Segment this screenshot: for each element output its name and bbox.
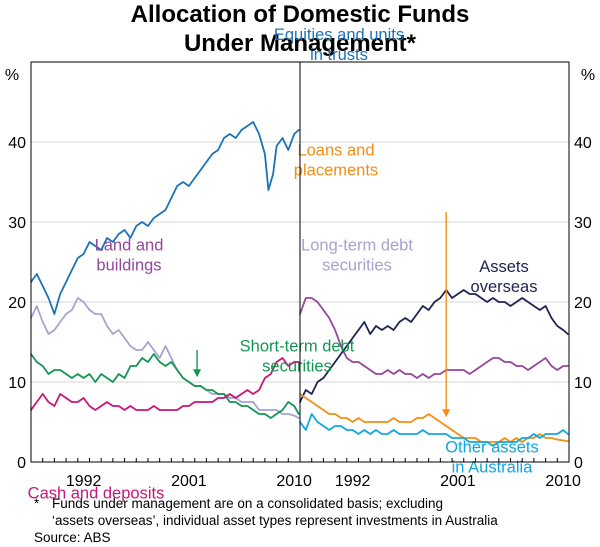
- series-cash-and-deposits-label: Cash and deposits: [28, 484, 165, 502]
- series-loans-and-placements-label: Loans and: [297, 142, 374, 160]
- series-land-and-buildings-line: [299, 297, 569, 379]
- footnote-line-2: ‘assets overseas’, individual asset type…: [52, 513, 498, 528]
- footnote-marker: *: [34, 496, 40, 511]
- annotation-arrows: [193, 212, 451, 418]
- series-assets-overseas-label: Assets: [479, 258, 529, 276]
- chart-title-line-1: Allocation of Domestic Funds: [131, 1, 470, 28]
- series-loans-and-placements-label: placements: [294, 162, 378, 180]
- x-tick-label: 1992: [66, 473, 102, 490]
- y-tick-label-right: 20: [574, 295, 592, 312]
- x-tick-label: 2001: [440, 473, 476, 490]
- x-tick-label: 2001: [171, 473, 207, 490]
- series-labels: Equities and units in trusts Long-term deb…: [28, 26, 539, 503]
- y-tick-label-right: 40: [574, 135, 592, 152]
- series-short-term-debt-securities-label: Short-term debt: [240, 338, 355, 356]
- series-assets-overseas-label: overseas: [471, 278, 538, 296]
- series-other-assets-in-australia-label: Other assets: [445, 439, 539, 457]
- series-equities-and-units-in-trusts-line: [30, 121, 300, 315]
- series-short-term-debt-securities-line: [30, 353, 300, 419]
- x-tick-label: 2010: [276, 473, 312, 490]
- footnote-line-1: Funds under management are on a consolid…: [52, 496, 443, 511]
- series-other-assets-in-australia-label: in Australia: [452, 459, 534, 477]
- y-tick-label-right: 10: [574, 375, 592, 392]
- series-other-assets-in-australia-line: [299, 413, 569, 447]
- series-long-term-debt-securities-label: Long-term debt: [301, 236, 413, 254]
- series-loans-and-placements-line: [299, 393, 569, 443]
- y-tick-label-left: 30: [8, 215, 26, 232]
- series-assets-overseas-line: [299, 289, 569, 403]
- y-tick-label-left: 40: [8, 135, 26, 152]
- y-unit-left: %: [5, 67, 19, 84]
- series-short-term-debt-securities-label: securities: [262, 358, 332, 376]
- x-tick-label: 1992: [335, 473, 371, 490]
- short-term-debt-arrow-head: [193, 369, 202, 378]
- y-tick-label-right: 0: [574, 455, 583, 472]
- x-ticks: 1992 2001 2010 1992 2001 2010: [42, 458, 581, 490]
- series-long-term-debt-securities-line: [30, 297, 300, 419]
- series-land-and-buildings-label: buildings: [96, 256, 161, 274]
- series-equities-and-units-in-trusts-label: Equities and units: [274, 26, 404, 44]
- series-layer: [30, 121, 569, 447]
- y-tick-label-left: 10: [8, 375, 26, 392]
- series-land-and-buildings-label: Land and: [95, 236, 164, 254]
- series-long-term-debt-securities-label: securities: [322, 256, 392, 274]
- series-equities-and-units-in-trusts-label: in trusts: [310, 46, 368, 64]
- loans-placements-arrow-head: [442, 409, 451, 418]
- series-cash-and-deposits-line: [30, 357, 300, 411]
- y-tick-label-right: 30: [574, 215, 592, 232]
- footnote-source: Source: ABS: [34, 530, 111, 545]
- y-tick-label-left: 20: [8, 295, 26, 312]
- chart-title-line-2: Under Management*: [184, 30, 417, 57]
- y-ticks: 0 0 10 10 20 20 30 30 40 40: [8, 135, 592, 472]
- y-tick-label-left: 0: [17, 455, 26, 472]
- x-tick-label: 2010: [545, 473, 581, 490]
- y-unit-right: %: [581, 67, 595, 84]
